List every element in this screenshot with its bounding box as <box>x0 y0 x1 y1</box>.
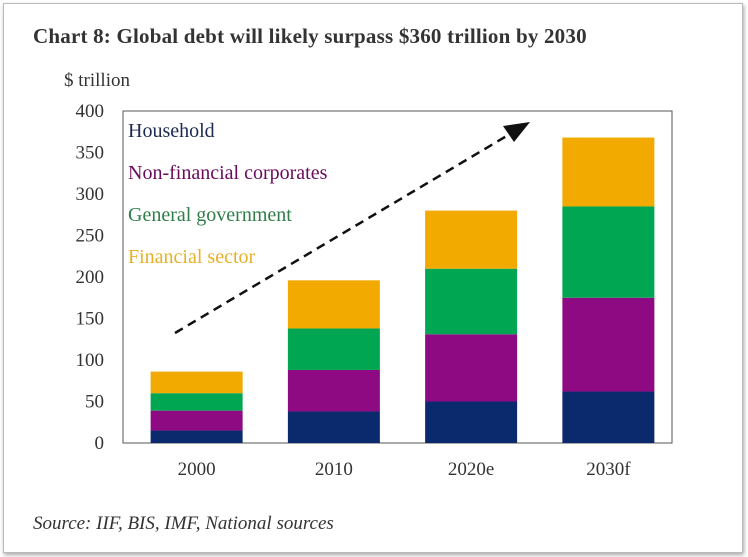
bar-segment-general-government <box>562 206 655 298</box>
trend-arrow-line <box>174 132 511 335</box>
y-tick-label: 150 <box>76 309 105 330</box>
bar-segment-financial-sector <box>287 280 380 329</box>
plot-area-border <box>122 110 673 444</box>
bar-segment-household <box>150 430 243 443</box>
bar-segment-non-financial-corporates <box>425 334 518 402</box>
bar-segment-general-government <box>425 268 518 335</box>
legend-entry: Non-financial corporates <box>128 162 328 184</box>
y-axis-label: $ trillion <box>64 70 130 91</box>
y-tick-label: 400 <box>76 101 105 122</box>
bar-segment-household <box>562 391 655 443</box>
legend-entry: Household <box>128 120 215 142</box>
x-tick-label: 2020e <box>448 459 494 480</box>
y-tick-label: 250 <box>76 226 105 247</box>
bar-segment-general-government <box>150 393 243 411</box>
y-tick-label: 300 <box>76 184 105 205</box>
source-note: Source: IIF, BIS, IMF, National sources <box>33 513 334 534</box>
legend-entry: General government <box>128 204 292 226</box>
bar-segment-general-government <box>287 328 380 370</box>
bar-segment-non-financial-corporates <box>150 410 243 431</box>
bar-segment-household <box>287 411 380 443</box>
bar-segment-non-financial-corporates <box>287 369 380 412</box>
bar-segment-household <box>425 401 518 443</box>
trend-arrow-head-icon <box>503 122 530 142</box>
bar-segment-non-financial-corporates <box>562 297 655 392</box>
x-tick-label: 2010 <box>315 459 353 480</box>
chart-title: Chart 8: Global debt will likely surpass… <box>33 24 587 48</box>
y-tick-label: 350 <box>76 143 105 164</box>
bar-segment-financial-sector <box>150 371 243 394</box>
legend-entry: Financial sector <box>128 246 256 268</box>
y-tick-label: 0 <box>95 433 105 454</box>
y-tick-label: 100 <box>76 350 105 371</box>
y-tick-label: 200 <box>76 267 105 288</box>
x-tick-label: 2000 <box>178 459 216 480</box>
y-tick-label: 50 <box>85 392 104 413</box>
bar-segment-financial-sector <box>562 137 655 207</box>
bar-segment-financial-sector <box>425 210 518 269</box>
x-tick-label: 2030f <box>586 459 631 480</box>
